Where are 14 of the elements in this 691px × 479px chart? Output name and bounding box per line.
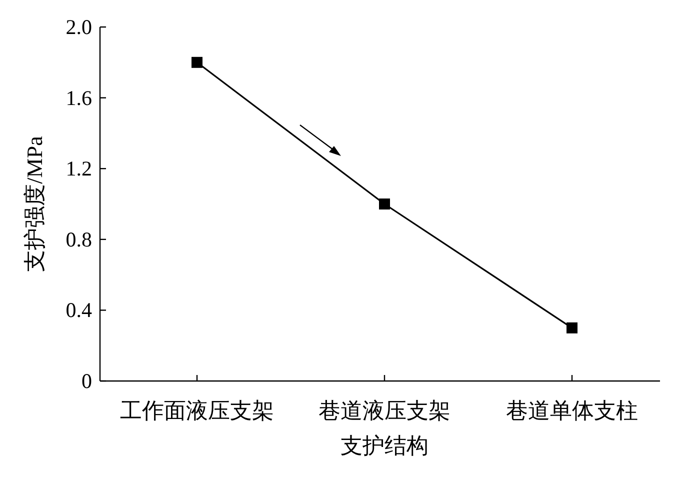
point xyxy=(192,56,202,68)
x-tick-label: 巷道液压支架 xyxy=(318,398,450,423)
x-axis-title: 支护结构 xyxy=(340,433,428,458)
x-tick-label: 工作面液压支架 xyxy=(120,398,274,423)
point xyxy=(566,322,578,334)
y-tick-label: 2.0 xyxy=(66,15,92,39)
x-tick-label: 巷道单体支柱 xyxy=(506,398,638,423)
y-tick-label: 0.8 xyxy=(66,227,92,252)
point xyxy=(379,198,390,210)
y-tick-label: 0 xyxy=(82,369,92,393)
y-tick-label: 1.6 xyxy=(66,86,92,110)
y-axis-title: 支护强度/MPa xyxy=(22,136,47,272)
y-tick-label: 0.4 xyxy=(66,298,92,322)
y-tick-label: 1.2 xyxy=(66,156,92,181)
